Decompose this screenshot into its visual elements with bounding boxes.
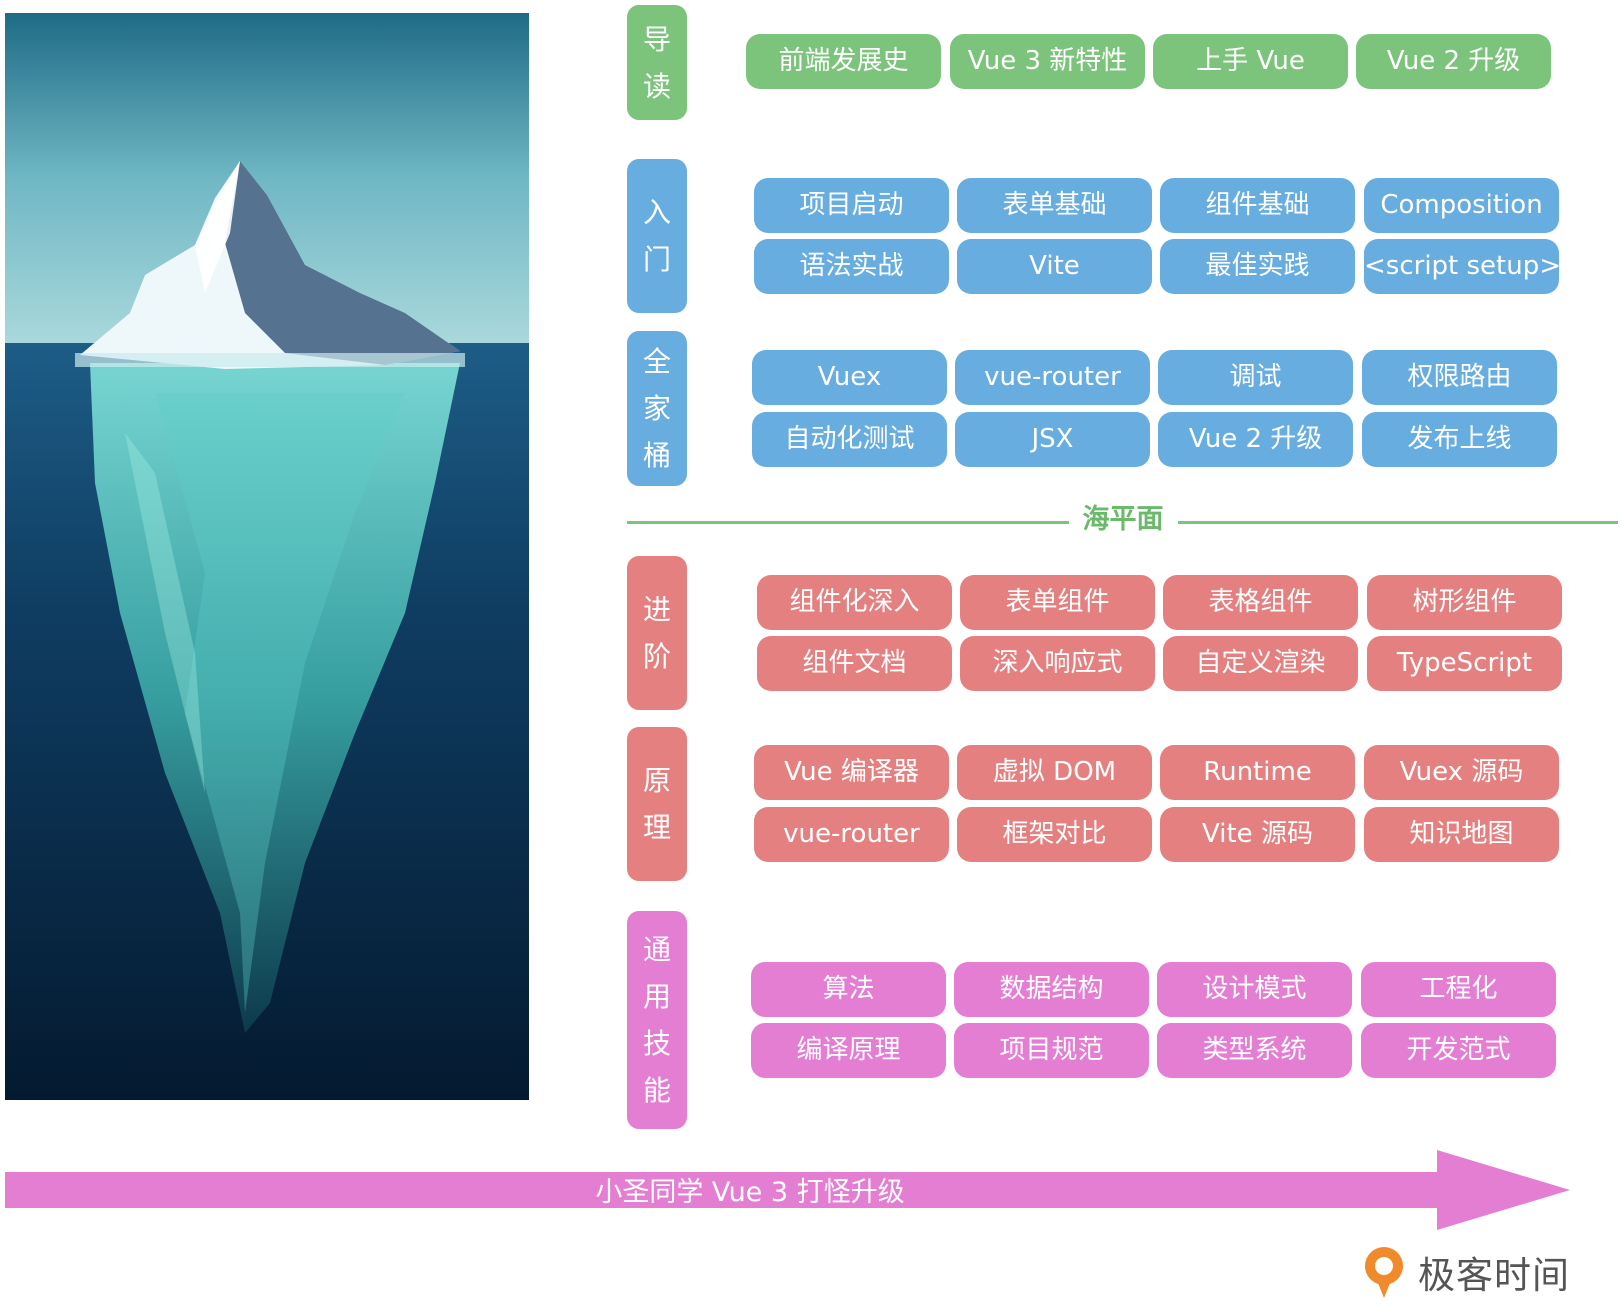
topic-pill[interactable]: 虚拟 DOM	[957, 745, 1152, 800]
category-char: 家	[642, 392, 671, 425]
category-intro: 入门	[627, 159, 687, 313]
topic-pill[interactable]: 组件化深入	[757, 575, 952, 630]
category-char: 全	[642, 345, 671, 378]
category-char: 导	[642, 22, 671, 56]
topic-pill[interactable]: 表格组件	[1163, 575, 1358, 630]
topic-pill[interactable]: Vuex	[752, 350, 947, 405]
category-char: 阶	[642, 640, 671, 673]
category-char: 能	[642, 1074, 671, 1107]
topic-pill[interactable]: <script setup>	[1364, 239, 1559, 294]
topic-pill[interactable]: 算法	[751, 962, 946, 1017]
category-char: 理	[642, 811, 671, 844]
topic-pill[interactable]: Composition	[1364, 178, 1559, 233]
topic-pill[interactable]: Vite	[957, 239, 1152, 294]
topic-pill[interactable]: 语法实战	[754, 239, 949, 294]
category-char: 进	[642, 593, 671, 626]
topic-pill[interactable]: 自定义渲染	[1163, 636, 1358, 691]
category-ecosystem: 全家桶	[627, 331, 687, 486]
topic-pill[interactable]: 发布上线	[1362, 412, 1557, 467]
topic-pill[interactable]: 框架对比	[957, 807, 1152, 862]
topic-pill[interactable]: 最佳实践	[1160, 239, 1355, 294]
iceberg-image	[5, 13, 529, 1100]
category-char: 用	[642, 980, 671, 1013]
topic-pill[interactable]: 项目启动	[754, 178, 949, 233]
arrow-caption: 小圣同学 Vue 3 打怪升级	[595, 1177, 905, 1208]
topic-pill[interactable]: Runtime	[1160, 745, 1355, 800]
category-char: 读	[642, 69, 671, 103]
topic-pill[interactable]: 表单基础	[957, 178, 1152, 233]
topic-pill[interactable]: 数据结构	[954, 962, 1149, 1017]
topic-pill[interactable]: 工程化	[1361, 962, 1556, 1017]
brand-name: 极客时间	[1418, 1254, 1570, 1297]
topic-pill[interactable]: TypeScript	[1367, 636, 1562, 691]
topic-pill[interactable]: Vue 3 新特性	[950, 34, 1145, 89]
topic-pill[interactable]: 权限路由	[1362, 350, 1557, 405]
topic-pill[interactable]: vue-router	[754, 807, 949, 862]
category-char: 原	[642, 764, 671, 797]
topic-pill[interactable]: 组件文档	[757, 636, 952, 691]
topic-pill[interactable]: 上手 Vue	[1153, 34, 1348, 89]
topic-pill[interactable]: Vue 2 升级	[1158, 412, 1353, 467]
progress-arrow	[5, 1150, 1570, 1230]
category-advanced-label: 进阶	[627, 586, 687, 680]
topic-pill[interactable]: 树形组件	[1367, 575, 1562, 630]
topic-pill[interactable]: 开发范式	[1361, 1023, 1556, 1078]
topic-pill[interactable]: Vuex 源码	[1364, 745, 1559, 800]
category-advanced: 进阶	[627, 556, 687, 710]
topic-pill[interactable]: 调试	[1158, 350, 1353, 405]
category-char: 门	[642, 243, 671, 276]
topic-pill[interactable]: 前端发展史	[746, 34, 941, 89]
brand-logo: 极客时间	[1360, 1243, 1570, 1301]
topic-pill[interactable]: 项目规范	[954, 1023, 1149, 1078]
topic-pill[interactable]: 组件基础	[1160, 178, 1355, 233]
topic-pill[interactable]: 表单组件	[960, 575, 1155, 630]
category-char: 入	[642, 196, 671, 229]
topic-pill[interactable]: Vite 源码	[1160, 807, 1355, 862]
topic-pill[interactable]: 编译原理	[751, 1023, 946, 1078]
sea-level-label: 海平面	[1082, 504, 1164, 535]
topic-pill[interactable]: Vue 2 升级	[1356, 34, 1551, 89]
category-char: 通	[642, 933, 671, 966]
sea-level-line-right	[1178, 521, 1618, 524]
category-general-skills-label: 通用技能	[627, 926, 687, 1114]
topic-pill[interactable]: Vue 编译器	[754, 745, 949, 800]
topic-pill[interactable]: 设计模式	[1157, 962, 1352, 1017]
category-char: 技	[642, 1027, 671, 1060]
category-char: 桶	[642, 439, 671, 472]
category-guide: 导读	[627, 5, 687, 120]
category-general-skills: 通用技能	[627, 911, 687, 1129]
category-intro-label: 入门	[627, 189, 687, 283]
category-principles-label: 原理	[627, 757, 687, 851]
category-guide-label: 导读	[627, 16, 687, 110]
topic-pill[interactable]: 自动化测试	[752, 412, 947, 467]
topic-pill[interactable]: 类型系统	[1157, 1023, 1352, 1078]
brand-mark-icon	[1365, 1247, 1403, 1298]
category-ecosystem-label: 全家桶	[627, 338, 687, 479]
sea-level-line-left	[627, 521, 1069, 524]
category-principles: 原理	[627, 727, 687, 881]
topic-pill[interactable]: vue-router	[955, 350, 1150, 405]
topic-pill[interactable]: JSX	[955, 412, 1150, 467]
topic-pill[interactable]: 深入响应式	[960, 636, 1155, 691]
topic-pill[interactable]: 知识地图	[1364, 807, 1559, 862]
